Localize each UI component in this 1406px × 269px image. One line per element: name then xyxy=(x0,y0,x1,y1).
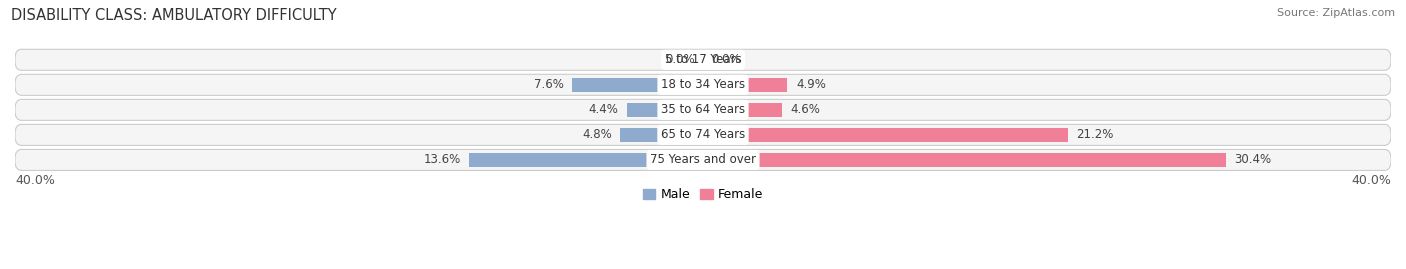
FancyBboxPatch shape xyxy=(15,99,1391,121)
FancyBboxPatch shape xyxy=(15,149,1391,171)
Bar xyxy=(627,102,703,117)
Text: 4.9%: 4.9% xyxy=(796,78,825,91)
Text: 5 to 17 Years: 5 to 17 Years xyxy=(665,53,741,66)
Bar xyxy=(703,128,1067,142)
Legend: Male, Female: Male, Female xyxy=(638,183,768,206)
Text: 13.6%: 13.6% xyxy=(423,153,461,167)
Text: 7.6%: 7.6% xyxy=(534,78,564,91)
Text: 65 to 74 Years: 65 to 74 Years xyxy=(661,128,745,141)
Text: 21.2%: 21.2% xyxy=(1076,128,1114,141)
FancyBboxPatch shape xyxy=(15,49,1391,70)
Bar xyxy=(703,102,782,117)
Text: DISABILITY CLASS: AMBULATORY DIFFICULTY: DISABILITY CLASS: AMBULATORY DIFFICULTY xyxy=(11,8,337,23)
Bar xyxy=(620,128,703,142)
Text: 0.0%: 0.0% xyxy=(711,53,741,66)
FancyBboxPatch shape xyxy=(15,124,1391,146)
Bar xyxy=(572,77,703,92)
Text: 40.0%: 40.0% xyxy=(15,174,55,187)
Bar xyxy=(703,77,787,92)
Text: 75 Years and over: 75 Years and over xyxy=(650,153,756,167)
Text: Source: ZipAtlas.com: Source: ZipAtlas.com xyxy=(1277,8,1395,18)
Text: 4.4%: 4.4% xyxy=(589,103,619,116)
Bar xyxy=(470,153,703,167)
Bar xyxy=(703,153,1226,167)
Text: 18 to 34 Years: 18 to 34 Years xyxy=(661,78,745,91)
Text: 35 to 64 Years: 35 to 64 Years xyxy=(661,103,745,116)
Text: 4.6%: 4.6% xyxy=(790,103,821,116)
FancyBboxPatch shape xyxy=(15,74,1391,95)
Text: 0.0%: 0.0% xyxy=(665,53,695,66)
Text: 40.0%: 40.0% xyxy=(1351,174,1391,187)
Text: 30.4%: 30.4% xyxy=(1234,153,1271,167)
Text: 4.8%: 4.8% xyxy=(582,128,612,141)
